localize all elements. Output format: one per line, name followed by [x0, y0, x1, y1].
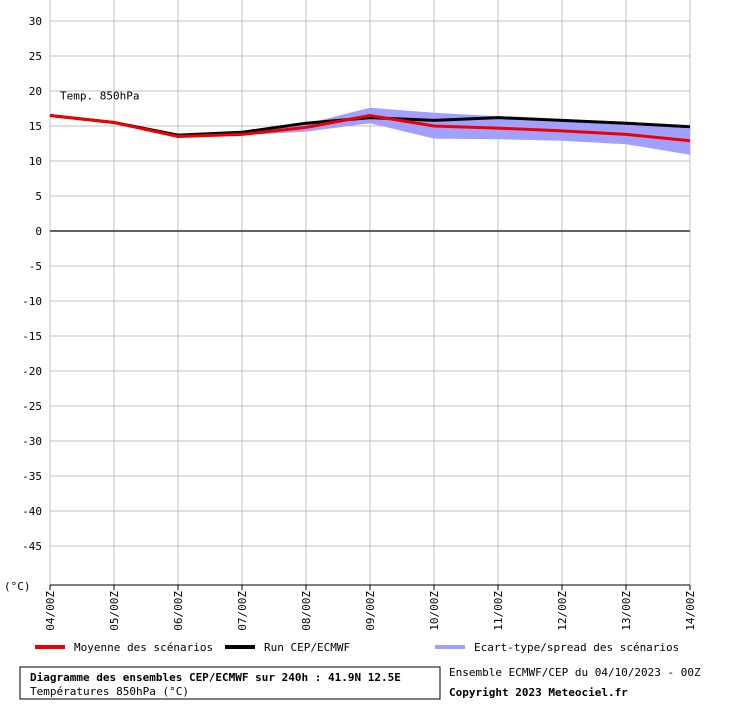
y-tick-label: -40: [22, 505, 42, 518]
y-tick-label: -30: [22, 435, 42, 448]
y-tick-label: -15: [22, 330, 42, 343]
chart-title: Diagramme des ensembles CEP/ECMWF sur 24…: [30, 671, 401, 684]
x-tick-label: 04/00Z: [44, 591, 57, 631]
y-unit: (°C): [4, 580, 31, 593]
title-box: [19, 666, 441, 700]
y-tick-label: -25: [22, 400, 42, 413]
legend-label: Moyenne des scénarios: [74, 641, 213, 654]
x-tick-label: 12/00Z: [556, 591, 569, 631]
y-tick-label: -20: [22, 365, 42, 378]
y-tick-label: -5: [29, 260, 42, 273]
y-tick-label: 0: [35, 225, 42, 238]
y-tick-label: 25: [29, 50, 42, 63]
legend-label: Run CEP/ECMWF: [264, 641, 350, 654]
x-tick-label: 14/00Z: [684, 591, 697, 631]
legend-label: Ecart-type/spread des scénarios: [474, 641, 679, 654]
x-tick-label: 07/00Z: [236, 591, 249, 631]
y-tick-label: -35: [22, 470, 42, 483]
y-tick-label: 30: [29, 15, 42, 28]
y-tick-label: 20: [29, 85, 42, 98]
y-tick-label: -10: [22, 295, 42, 308]
copyright: Copyright 2023 Meteociel.fr: [449, 686, 628, 699]
y-tick-label: 15: [29, 120, 42, 133]
x-tick-label: 08/00Z: [300, 591, 313, 631]
x-tick-label: 11/00Z: [492, 591, 505, 631]
line-0: [49, 113, 691, 143]
x-tick-label: 10/00Z: [428, 591, 441, 631]
run-info: Ensemble ECMWF/CEP du 04/10/2023 - 00Z: [449, 666, 701, 679]
x-tick-label: 13/00Z: [620, 591, 633, 631]
chart-subtitle: Températures 850hPa (°C): [30, 685, 189, 698]
x-tick-label: 05/00Z: [108, 591, 121, 631]
y-tick-label: 5: [35, 190, 42, 203]
x-tick-label: 09/00Z: [364, 591, 377, 631]
y-tick-label: -45: [22, 540, 42, 553]
x-tick-label: 06/00Z: [172, 591, 185, 631]
annotation: Temp. 850hPa: [60, 89, 139, 102]
y-tick-label: 10: [29, 155, 42, 168]
